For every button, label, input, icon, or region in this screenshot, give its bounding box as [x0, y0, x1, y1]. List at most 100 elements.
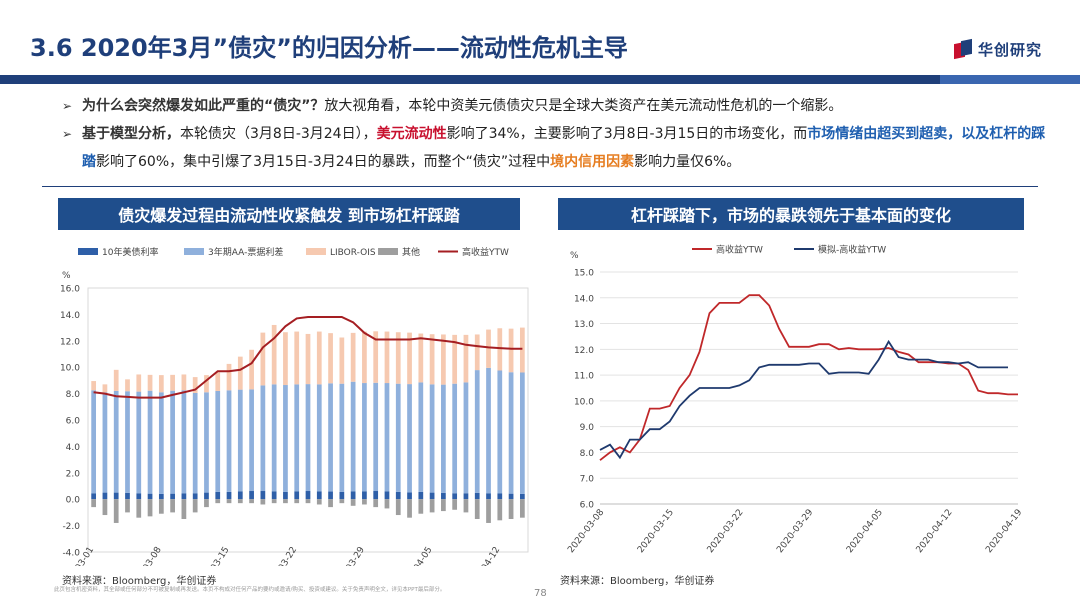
bullet-2-text-3: 影响了60%，集中引爆了3月15日-3月24日的暴跌，而整个“债灾”过程中 — [96, 154, 551, 170]
bar-segment — [362, 383, 367, 492]
bullet-2-bold: 基于模型分析， — [82, 126, 180, 142]
right-chart-title: 杠杆踩踏下，市场的暴跌领先于基本面的变化 — [558, 198, 1024, 230]
bar-segment-other — [350, 499, 356, 506]
bar-segment — [407, 492, 412, 500]
bar-segment — [181, 390, 187, 494]
bar-segment — [373, 382, 379, 492]
bar-segment — [316, 331, 322, 385]
bar-segment — [519, 372, 525, 494]
legend-swatch — [78, 248, 98, 255]
bar-segment — [102, 392, 108, 493]
bar-segment — [497, 370, 503, 494]
x-tick-label: 2020-03-15 — [636, 508, 676, 555]
bar-segment — [395, 491, 401, 500]
bar-segment — [249, 349, 254, 390]
y-tick-label: 8.0 — [66, 390, 81, 400]
bar-segment — [192, 377, 198, 393]
bar-segment — [294, 384, 300, 492]
bullet-arrow-icon: ➢ — [62, 99, 73, 113]
bar-segment-other — [486, 499, 491, 523]
bar-segment-other — [249, 499, 254, 504]
bar-segment — [136, 493, 142, 500]
bar-segment — [249, 491, 254, 500]
legend-swatch — [378, 248, 398, 255]
bar-segment — [519, 327, 525, 373]
bar-segment — [395, 332, 401, 384]
bar-segment — [192, 493, 198, 500]
bar-segment — [339, 383, 345, 492]
page-title: 3.6 2020年3月”债灾”的归因分析——流动性危机主导 — [30, 34, 628, 62]
bar-segment-other — [395, 499, 401, 516]
x-tick-label: 2020-03-08 — [566, 507, 606, 555]
bar-segment — [237, 356, 243, 390]
bar-segment — [181, 374, 187, 391]
bar-segment — [508, 493, 514, 500]
legend-label: 3年期AA-票据利差 — [208, 246, 283, 258]
bar-segment — [452, 383, 458, 494]
bar-segment-other — [305, 499, 311, 504]
left-chart-title: 债灾爆发过程由流动性收紧触发 到市场杠杆踩踏 — [58, 198, 520, 230]
bullet-2-text-1: 本轮债灾（3月8日-3月24日）， — [180, 126, 377, 142]
bar-segment — [328, 383, 333, 492]
bar-segment — [350, 491, 356, 500]
bar-segment — [429, 384, 435, 493]
y-tick-label: 15.0 — [574, 269, 594, 279]
bar-segment — [158, 493, 164, 500]
bar-segment-other — [373, 499, 379, 508]
legend-label: LIBOR-OIS — [330, 248, 376, 258]
bar-segment — [474, 492, 480, 500]
bar-segment — [407, 384, 412, 493]
bullet-2: ➢ 基于模型分析，本轮债灾（3月8日-3月24日），美元流动性影响了34%，主要… — [62, 120, 1052, 176]
header-bar — [0, 75, 1080, 84]
bar-segment — [158, 375, 164, 393]
x-tick-label: 2020-03-08 — [128, 545, 164, 566]
bar-segment — [204, 392, 209, 493]
bar-segment — [373, 491, 379, 500]
bar-segment-other — [339, 499, 345, 504]
bar-segment — [395, 383, 401, 492]
bar-segment — [497, 493, 503, 500]
bullet-list: ➢ 为什么会突然爆发如此严重的“债灾”？放大视角看，本轮中资美元债债灾只是全球大… — [62, 92, 1052, 176]
y-tick-label: 4.0 — [66, 443, 81, 453]
bar-segment — [192, 392, 198, 494]
y-tick-label: 9.0 — [580, 423, 595, 433]
legend-label: 高收益YTW — [462, 246, 509, 258]
bar-segment — [350, 381, 356, 492]
legend-swatch — [184, 248, 204, 255]
bar-segment — [283, 332, 288, 386]
bar-segment — [418, 491, 424, 500]
y-tick-label: 12.0 — [574, 346, 594, 356]
bar-segment — [452, 334, 458, 384]
bar-segment — [283, 385, 288, 492]
bar-segment — [339, 337, 345, 384]
bar-segment — [147, 390, 153, 494]
bar-segment-other — [418, 499, 424, 514]
x-tick-label: 2020-03-29 — [331, 545, 367, 566]
bar-segment — [125, 379, 130, 392]
y-tick-label: 11.0 — [574, 372, 594, 382]
disclaimer: 此页包含机密资料，其全部或任何部分不可被复制或再发送。本页不构成对任何产品的要约… — [54, 587, 446, 593]
bar-segment — [91, 381, 97, 391]
legend-label: 10年美债利率 — [102, 246, 158, 258]
legend-swatch — [306, 248, 326, 255]
bar-segment-other — [226, 499, 232, 504]
bar-segment — [215, 491, 221, 500]
bullet-2-text-2: 影响了34%，主要影响了3月8日-3月15日的市场变化，而 — [446, 126, 808, 142]
bar-segment — [147, 493, 153, 500]
bar-segment-other — [474, 499, 480, 519]
brand-logo: 华创研究 — [953, 38, 1042, 60]
bar-segment — [486, 329, 491, 368]
bar-segment — [463, 334, 469, 383]
y-tick-label: 2.0 — [66, 469, 81, 479]
bar-segment — [316, 384, 322, 492]
bar-segment — [204, 375, 209, 393]
x-tick-label: 2020-03-29 — [775, 507, 815, 555]
bar-segment-other — [136, 499, 142, 518]
bar-segment — [508, 372, 514, 494]
bar-segment-other — [429, 499, 435, 513]
y-tick-label: 8.0 — [580, 449, 595, 459]
plot-area — [87, 287, 529, 553]
bar-segment — [271, 324, 277, 385]
y-tick-label: 6.0 — [66, 417, 81, 427]
bar-segment — [519, 493, 525, 500]
